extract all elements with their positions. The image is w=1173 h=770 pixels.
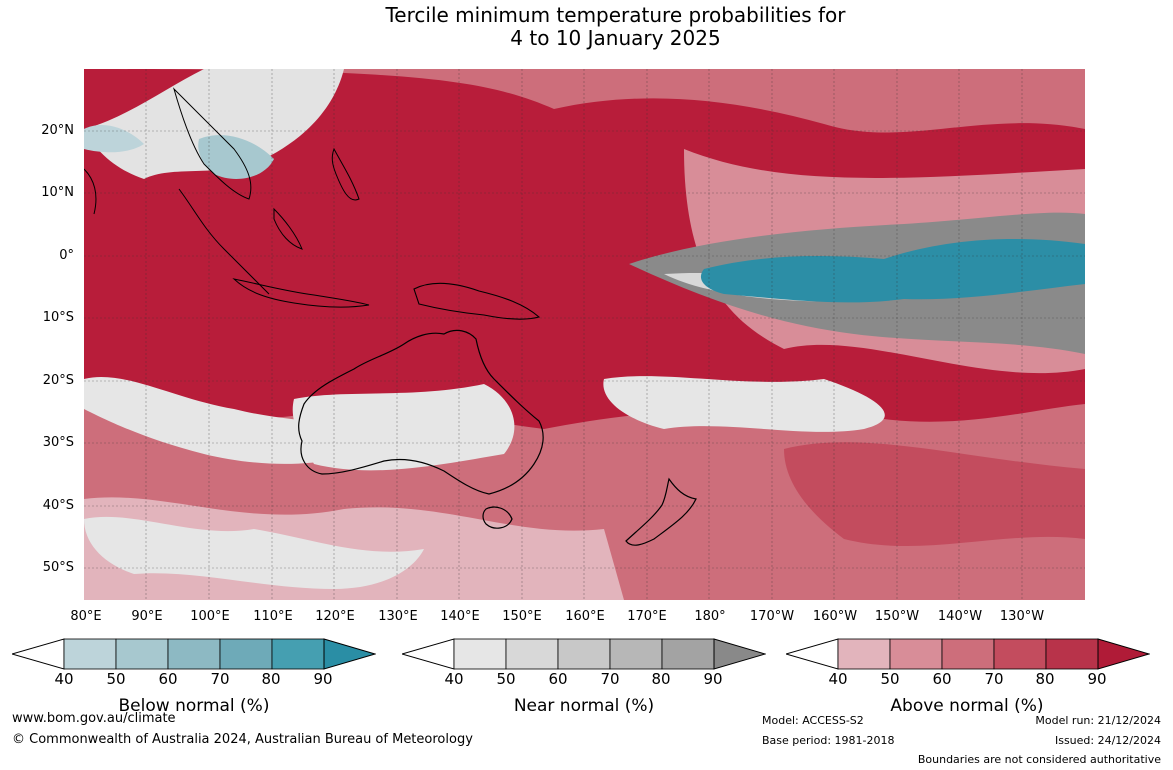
base-period: Base period: 1981-2018 (762, 734, 895, 747)
near-tick-80: 80 (651, 670, 671, 688)
lon-label-140w: 140°W (937, 609, 983, 624)
below-tick-80: 80 (261, 670, 281, 688)
lat-label-50s: 50°S (42, 560, 74, 575)
colorbar-above-normal (786, 638, 1150, 670)
sri-lanka-outline (84, 168, 97, 215)
near-tick-50: 50 (496, 670, 516, 688)
indonesia-outline (232, 278, 370, 308)
lon-label-150w: 150°W (874, 609, 920, 624)
lon-label-170e: 170°E (627, 609, 667, 624)
below-tick-60: 60 (158, 670, 178, 688)
graticule (84, 69, 1085, 600)
lon-label-120e: 120°E (315, 609, 355, 624)
lat-label-10s: 10°S (42, 310, 74, 325)
borneo-outline (273, 207, 303, 250)
lon-label-150e: 150°E (502, 609, 542, 624)
below-normal-label: Below normal (%) (118, 696, 270, 716)
near-normal-label: Near normal (%) (513, 696, 655, 716)
lat-label-10n: 10°N (41, 185, 74, 200)
lon-label-80e: 80°E (70, 609, 102, 624)
lon-label-100e: 100°E (190, 609, 230, 624)
bay-of-bengal-below-region (84, 124, 144, 153)
lon-label-180: 180° (694, 609, 726, 624)
lon-label-110e: 110°E (253, 609, 293, 624)
above-tick-60: 60 (932, 670, 952, 688)
below-tick-40: 40 (54, 670, 74, 688)
tasmania-outline (482, 506, 513, 529)
new-guinea-outline (413, 282, 541, 320)
lat-label-30s: 30°S (42, 435, 74, 450)
lat-label-40s: 40°S (42, 498, 74, 513)
near-tick-70: 70 (600, 670, 620, 688)
boundaries-disclaimer: Boundaries are not considered authoritat… (917, 753, 1161, 766)
above-normal-label: Above normal (%) (890, 696, 1044, 716)
asia-near-normal-region (84, 69, 344, 179)
colorbar-below-normal (12, 638, 376, 670)
indochina-outline (172, 87, 252, 200)
above-tick-90: 90 (1087, 670, 1107, 688)
near-tick-40: 40 (444, 670, 464, 688)
lon-label-130e: 130°E (378, 609, 418, 624)
australia-near-normal-region (292, 384, 515, 471)
above-tick-50: 50 (880, 670, 900, 688)
near-tick-90: 90 (703, 670, 723, 688)
new-zealand-outline (625, 477, 697, 546)
north-moderate-region (84, 69, 1085, 133)
australia-outline (298, 329, 544, 495)
above-tick-80: 80 (1035, 670, 1055, 688)
below-tick-90: 90 (313, 670, 333, 688)
above-tick-40: 40 (828, 670, 848, 688)
colorbar-near-normal (402, 638, 766, 670)
sumatra-outline (178, 188, 270, 295)
model-name: Model: ACCESS-S2 (762, 714, 864, 727)
lat-label-20n: 20°N (41, 123, 74, 138)
below-tick-70: 70 (210, 670, 230, 688)
south-pacific-band (784, 442, 1085, 547)
lat-label-20s: 20°S (42, 373, 74, 388)
below-tick-50: 50 (106, 670, 126, 688)
probability-map (84, 69, 1085, 600)
south-indian-near-normal-region (84, 516, 424, 589)
lon-label-160e: 160°E (565, 609, 605, 624)
issued-date: Issued: 24/12/2024 (1054, 734, 1161, 747)
title-line-1: Tercile minimum temperature probabilitie… (385, 3, 846, 27)
lon-label-170w: 170°W (749, 609, 795, 624)
below-normal-region (700, 239, 1085, 303)
map-title: Tercile minimum temperature probabilitie… (0, 4, 1173, 50)
title-line-2: 4 to 10 January 2025 (510, 26, 721, 50)
lon-label-140e: 140°E (440, 609, 480, 624)
lon-label-90e: 90°E (131, 609, 163, 624)
model-run-date: Model run: 21/12/2024 (1035, 714, 1161, 727)
coral-sea-near-normal-region (603, 376, 885, 432)
lon-label-160w: 160°W (812, 609, 858, 624)
copyright-text: © Commonwealth of Australia 2024, Austra… (12, 732, 473, 747)
lon-label-130w: 130°W (999, 609, 1045, 624)
website-link[interactable]: www.bom.gov.au/climate (12, 711, 176, 726)
south-china-sea-below-region (198, 135, 274, 179)
lat-label-equator: 0° (59, 248, 74, 263)
near-tick-60: 60 (548, 670, 568, 688)
above-tick-70: 70 (984, 670, 1004, 688)
philippines-outline (331, 147, 360, 201)
